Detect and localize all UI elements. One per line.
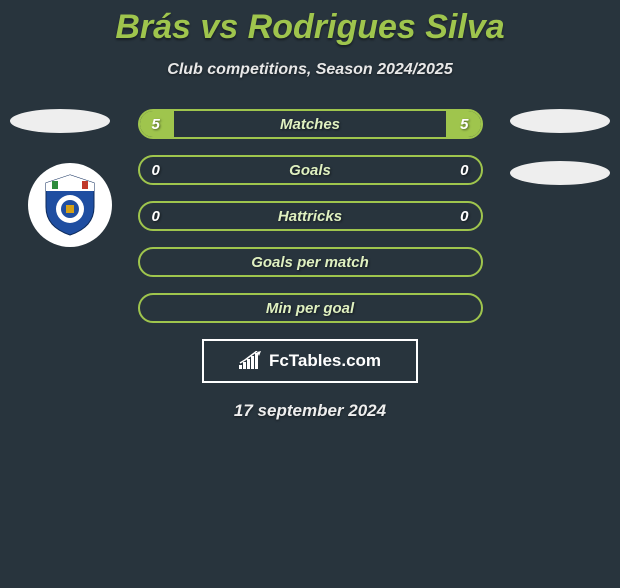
stats-rows: 5 Matches 5 0 Goals 0 0 Hattricks 0 Goal…	[138, 109, 483, 323]
stat-value-left: 0	[152, 162, 160, 179]
page-title: Brás vs Rodrigues Silva	[0, 8, 620, 47]
stat-row-matches: 5 Matches 5	[138, 109, 483, 139]
brand-box[interactable]: FcTables.com	[202, 339, 418, 383]
stat-label: Goals per match	[251, 254, 369, 271]
stat-value-left: 5	[152, 116, 160, 133]
player-slot-right-bottom	[510, 161, 610, 185]
subtitle: Club competitions, Season 2024/2025	[0, 61, 620, 79]
stat-label: Min per goal	[266, 300, 354, 317]
stat-label: Goals	[289, 162, 331, 179]
stat-value-right: 0	[460, 208, 468, 225]
stat-label: Matches	[280, 116, 340, 133]
stat-row-goals: 0 Goals 0	[138, 155, 483, 185]
bar-chart-icon	[239, 351, 265, 371]
stat-row-min-per-goal: Min per goal	[138, 293, 483, 323]
stat-value-right: 5	[460, 116, 468, 133]
player-slot-left-top	[10, 109, 110, 133]
stat-row-goals-per-match: Goals per match	[138, 247, 483, 277]
brand-text: FcTables.com	[269, 351, 381, 371]
player-slot-right-top	[510, 109, 610, 133]
date-text: 17 september 2024	[0, 401, 620, 421]
stat-row-hattricks: 0 Hattricks 0	[138, 201, 483, 231]
stat-label: Hattricks	[278, 208, 342, 225]
stat-value-left: 0	[152, 208, 160, 225]
club-crest-icon	[28, 163, 112, 247]
stat-value-right: 0	[460, 162, 468, 179]
comparison-area: 5 Matches 5 0 Goals 0 0 Hattricks 0 Goal…	[0, 109, 620, 323]
